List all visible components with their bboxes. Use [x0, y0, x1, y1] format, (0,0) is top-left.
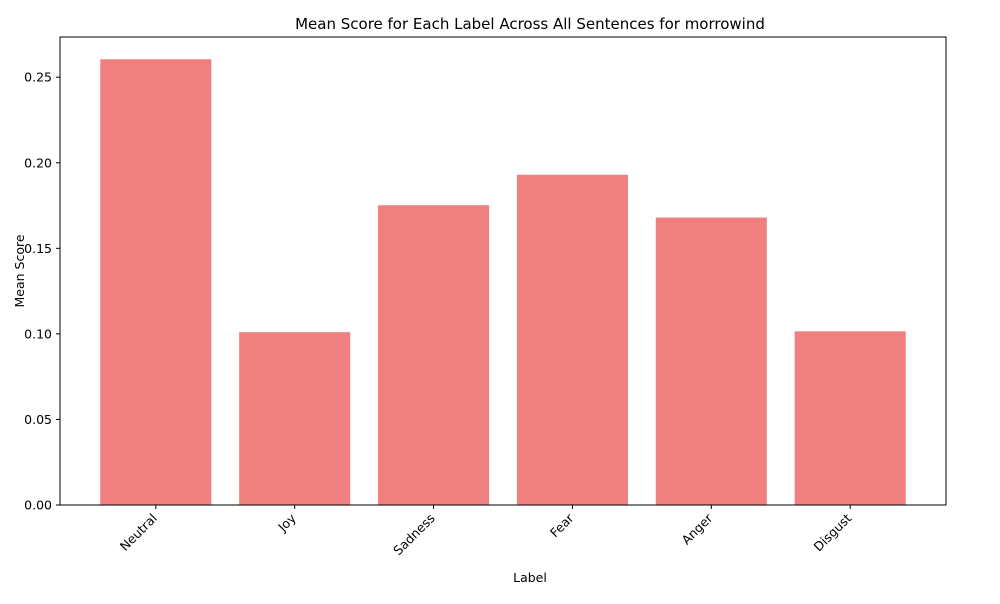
bar-joy	[239, 332, 351, 505]
y-axis: 0.00 0.05 0.10 0.15 0.20 0.25	[24, 70, 60, 513]
bar-fear	[516, 174, 628, 505]
y-tick-label: 0.10	[24, 326, 52, 341]
chart-title: Mean Score for Each Label Across All Sen…	[295, 15, 765, 33]
y-tick-label: 0.25	[24, 70, 52, 85]
bars-layer	[100, 59, 906, 506]
y-tick-label: 0.15	[24, 241, 52, 256]
bar-disgust	[794, 331, 906, 505]
x-tick-label: Disgust	[811, 510, 855, 554]
y-tick-label: 0.05	[24, 412, 52, 427]
x-tick-label: Fear	[547, 510, 577, 540]
x-tick-label: Neutral	[117, 511, 160, 554]
x-tick-label: Anger	[678, 510, 716, 548]
bar-anger	[655, 217, 767, 505]
x-tick-label: Joy	[274, 510, 299, 535]
y-axis-label: Mean Score	[12, 234, 27, 307]
plot-frame	[59, 36, 947, 506]
x-tick-label: Sadness	[390, 511, 437, 558]
bar-neutral	[100, 59, 212, 506]
x-axis-label: Label	[513, 570, 547, 585]
bar-sadness	[378, 205, 490, 505]
y-tick-label: 0.20	[24, 155, 52, 170]
x-axis: Neutral Joy Sadness Fear Anger Disgust	[117, 505, 855, 558]
y-tick-label: 0.00	[24, 498, 52, 513]
